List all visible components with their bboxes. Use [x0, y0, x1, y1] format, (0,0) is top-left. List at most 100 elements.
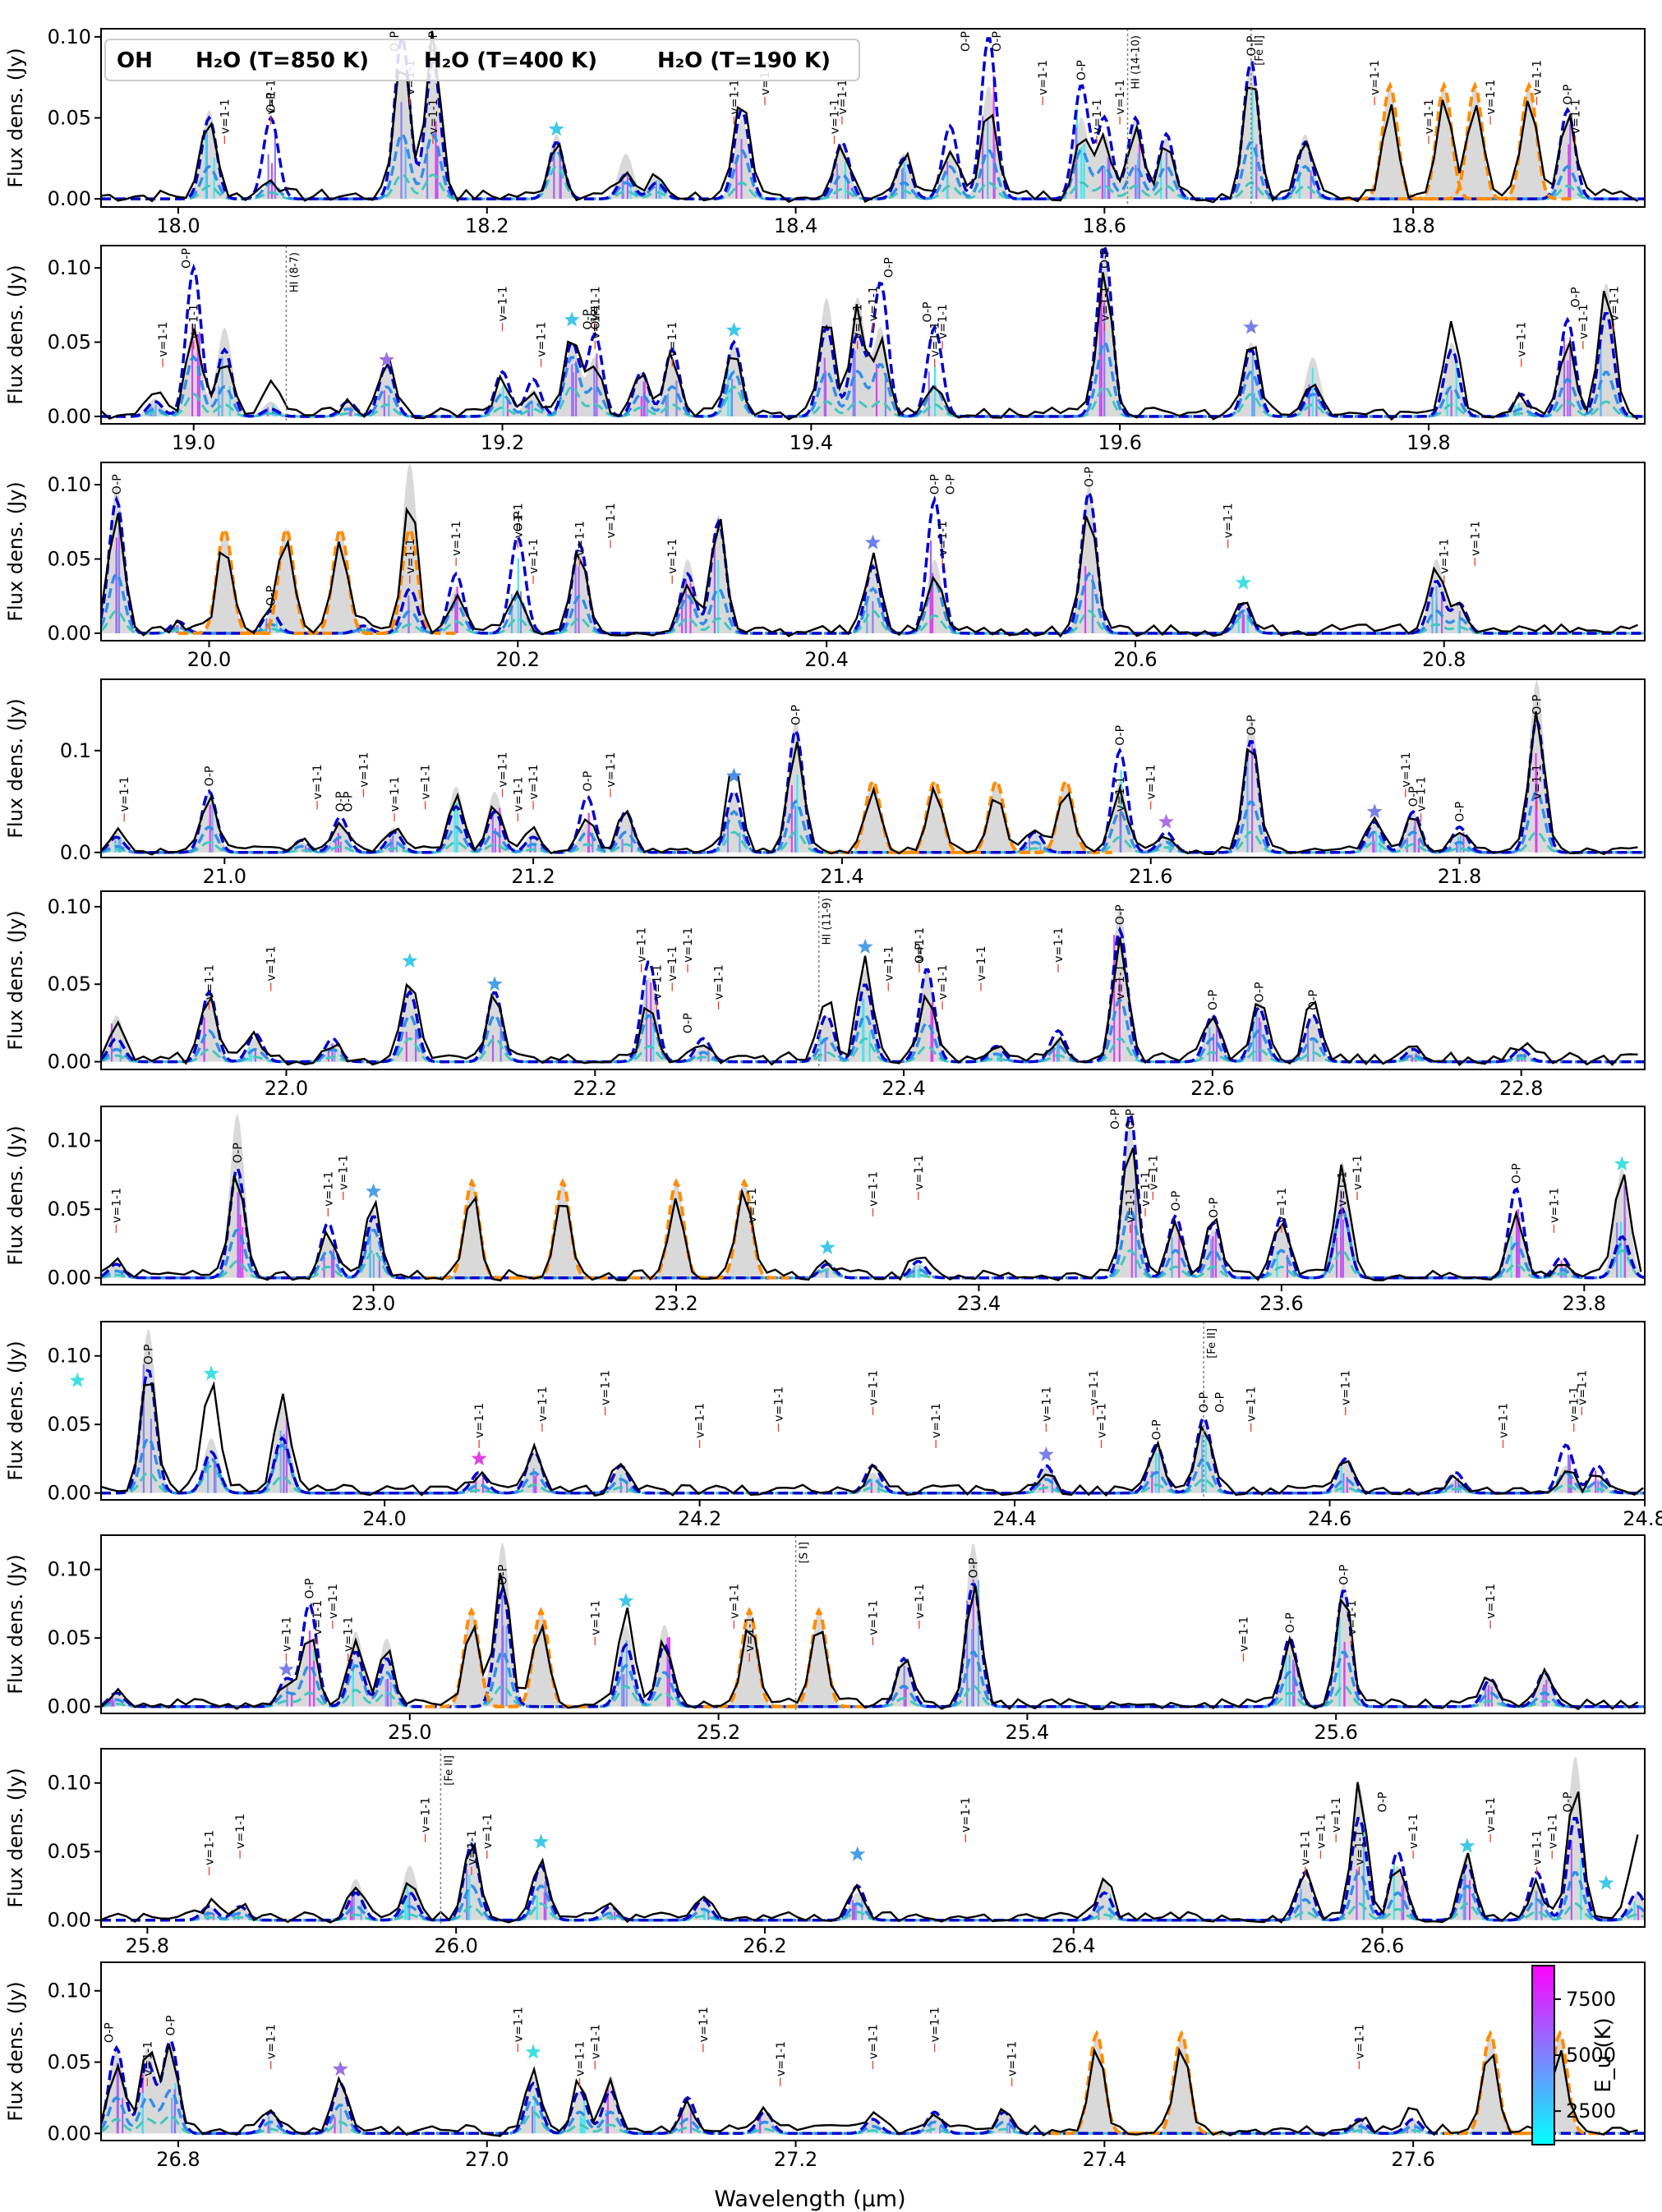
colorbar: 2500 5000 7500 E_u (K) — [1531, 1965, 1616, 2145]
oh-model — [1428, 80, 1522, 201]
plot-area — [101, 462, 1645, 638]
y-tick-label: 0.00 — [48, 1051, 91, 1074]
ortho-para-label: O-P — [1284, 1612, 1297, 1633]
ortho-para-label: O-P — [111, 474, 124, 494]
ortho-para-label: O-P — [929, 474, 942, 494]
x-tick-label: 26.8 — [156, 2148, 200, 2171]
x-tick-label: 21.6 — [1129, 865, 1172, 888]
vib-label: v=1-1 — [651, 964, 664, 1000]
x-tick-label: 19.2 — [481, 431, 524, 454]
ortho-para-label: O-P — [991, 31, 1004, 52]
vib-label: v=1-1 — [1576, 1370, 1589, 1405]
vib-label: v=1-1 — [929, 322, 942, 357]
y-tick-label: 0.00 — [48, 1482, 91, 1505]
x-tick-label: 19.6 — [1098, 431, 1141, 454]
vib-label: v=1-1 — [697, 2007, 711, 2042]
vib-label: v=1-1 — [1546, 1814, 1559, 1849]
vib-label: v=1-1 — [512, 2007, 525, 2042]
vib-label: v=1-1 — [1485, 1797, 1498, 1833]
vib-label: v=1-1 — [589, 1600, 602, 1635]
observed-spectrum — [101, 1147, 1642, 1282]
observed-spectrum — [101, 30, 1639, 204]
observed-spectrum — [101, 506, 1638, 638]
observed-spectrum — [101, 1381, 1644, 1497]
star-marker — [533, 1833, 549, 1849]
h2o-850k-model — [101, 2039, 1645, 2136]
star-marker — [1614, 1156, 1630, 1171]
h2o-850k-model — [101, 1817, 1645, 1922]
ortho-para-label: O-P — [1454, 802, 1467, 822]
vib-label: v=1-1 — [338, 1155, 351, 1190]
vib-label: v=1-1 — [1088, 1370, 1101, 1405]
x-tick-label: 22.4 — [882, 1077, 925, 1100]
vib-label: v=1-1 — [975, 946, 988, 982]
x-tick-label: 23.0 — [352, 1292, 395, 1315]
observed-spectrum — [101, 936, 1638, 1067]
panel-3: v=1-1v=1-1v=1-1v=1-1v=1-1v=1-1v=1-1v=1-1… — [4, 462, 1646, 671]
ortho-para-label: O-P — [582, 310, 595, 330]
y-axis-label: Flux dens. (Jy) — [4, 1341, 27, 1481]
y-tick-label: 0.10 — [48, 895, 91, 918]
oh-model — [1020, 778, 1112, 854]
vib-label: v=1-1 — [343, 1616, 356, 1652]
star-marker — [366, 1183, 382, 1198]
x-tick-label: 25.4 — [1006, 1721, 1049, 1744]
vib-label: v=1-1 — [420, 764, 433, 799]
x-tick-label: 20.6 — [1113, 648, 1157, 671]
x-tick-label: 27.6 — [1391, 2148, 1434, 2171]
legend-box — [104, 39, 860, 81]
star-marker — [1598, 1874, 1614, 1890]
star-marker — [279, 1661, 294, 1676]
ortho-para-label: O-P — [1170, 1191, 1183, 1212]
vib-label: v=1-1 — [466, 1830, 479, 1865]
vib-label: v=1-1 — [473, 1403, 486, 1438]
x-tick-label: 26.2 — [743, 1934, 786, 1957]
vib-label: v=1-1 — [1300, 1830, 1313, 1865]
y-tick-label: 0.05 — [48, 548, 91, 571]
ortho-para-label: O-P — [143, 1345, 156, 1365]
ortho-para-label: O-P — [204, 766, 217, 786]
vib-label: v=1-1 — [1096, 1403, 1109, 1438]
atomic-line-label: HI (14-10) — [1130, 35, 1143, 90]
panel-8: [S I]v=1-1 v=1-1 v=1-1v=1-1 v=1-1 v=1-1v=1-1… — [4, 1534, 1646, 1744]
ortho-para-label: O-P — [180, 248, 193, 269]
ortho-para-label: O-P — [1377, 1792, 1390, 1813]
star-marker — [486, 976, 503, 991]
panel-9: [Fe II]v=1-1 v=1-1 v=1-1v=1-1 v=1-1 v=1-1v=1… — [4, 1748, 1646, 1957]
plot-area — [101, 679, 1645, 856]
ortho-para-label: O-P — [1245, 715, 1259, 735]
y-tick-label: 0.05 — [48, 1626, 91, 1649]
star-marker — [1235, 574, 1251, 590]
observed-spectrum — [101, 1572, 1639, 1711]
colorbar-tick-label: 2500 — [1566, 2099, 1616, 2122]
x-tick-label: 27.4 — [1083, 2148, 1126, 2171]
vib-label: v=1-1 — [1369, 60, 1382, 95]
model-envelope — [101, 1113, 1645, 1278]
vib-label: v=1-1 — [311, 764, 325, 799]
vib-label: v=1-1 — [694, 1403, 707, 1438]
atomic-line-label: HI (11-9) — [822, 898, 834, 945]
star-marker — [332, 2061, 348, 2076]
vib-label: v=1-1 — [527, 764, 541, 799]
vib-label: v=1-1 — [682, 927, 695, 963]
ortho-para-label: O-P — [1125, 1109, 1138, 1129]
vib-label: v=1-1 — [1469, 521, 1482, 556]
star-marker — [857, 938, 873, 954]
x-tick-label: 19.8 — [1406, 431, 1450, 454]
y-axis-label: Flux dens. (Jy) — [4, 481, 27, 622]
vib-label: v=1-1 — [280, 1616, 293, 1652]
vib-label: v=1-1 — [836, 80, 849, 115]
x-tick-label: 24.8 — [1623, 1507, 1662, 1530]
vib-label: v=1-1 — [1353, 2024, 1366, 2059]
x-tick-label: 21.4 — [820, 865, 863, 888]
vib-label: v=1-1 — [937, 304, 950, 339]
vib-label: v=1-1 — [589, 304, 602, 339]
h2o-400k-model — [101, 133, 1645, 200]
vib-label: v=1-1 — [265, 946, 279, 982]
vib-label: v=1-1 — [527, 539, 541, 574]
ortho-para-label: O-P — [1407, 786, 1420, 807]
star-marker — [849, 1846, 866, 1861]
vib-label: v=1-1 — [188, 304, 201, 339]
vib-label: v=1-1 — [1531, 1830, 1544, 1865]
